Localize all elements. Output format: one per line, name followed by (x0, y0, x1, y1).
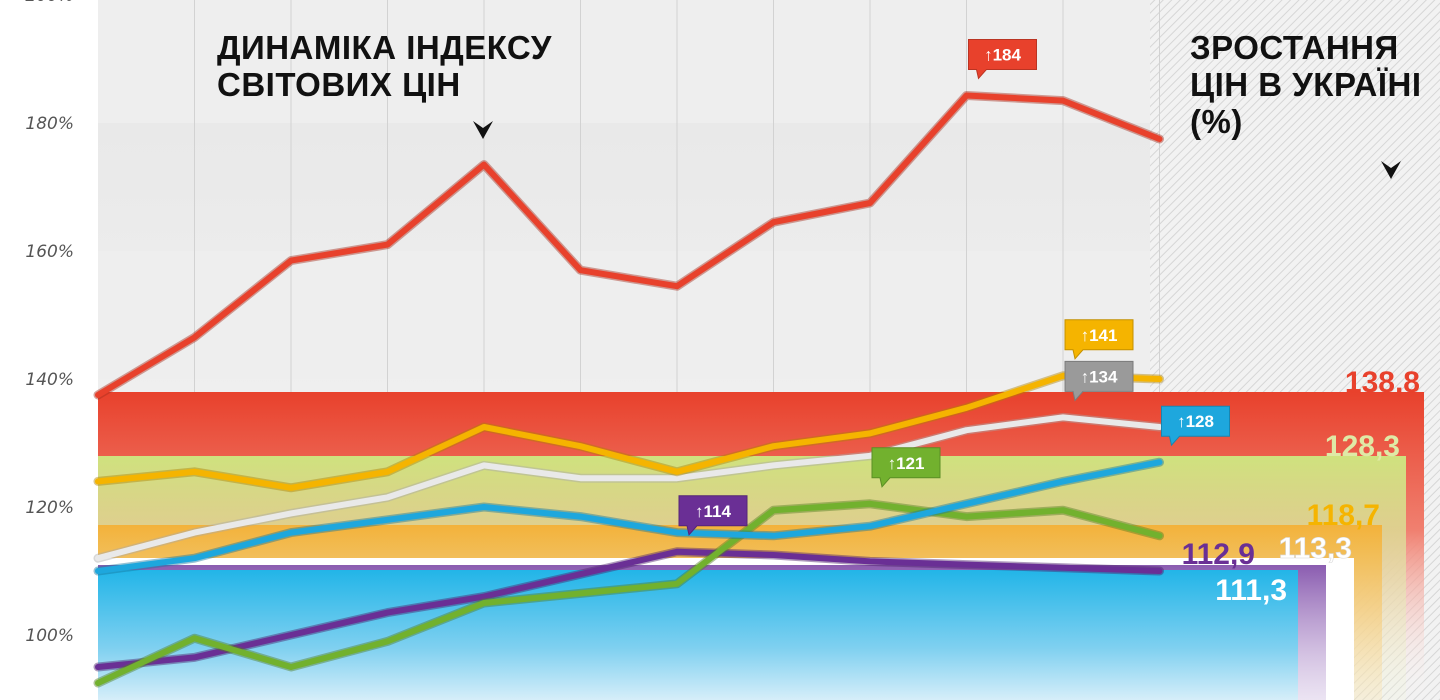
callout-label: ↑121 (888, 454, 925, 473)
grid-band (98, 251, 1150, 379)
arrow-down-icon (473, 121, 493, 139)
ukraine-title: ЗРОСТАННЯ ЦІН В УКРАЇНІ (%) (1190, 29, 1422, 140)
series-line-red (95, 92, 1163, 398)
y-tick-label: 180% (25, 114, 74, 134)
ukraine-value-label: 112,9 (1182, 538, 1255, 571)
ukraine-value-label: 138,8 (1345, 366, 1420, 399)
y-tick-label: 160% (25, 242, 74, 262)
series-line-blue (95, 459, 1163, 574)
ukraine-value-label: 113,3 (1279, 532, 1352, 565)
series-line-purple (95, 548, 1163, 670)
callout-label: ↑184 (984, 45, 1021, 64)
callout-label: ↑114 (695, 502, 731, 521)
series-line-yellow (95, 372, 1163, 491)
callout-badge: ↑114 (678, 495, 748, 536)
callout-badge: ↑128 (1161, 405, 1230, 447)
y-tick-label: 200% (25, 0, 74, 6)
callout-badge: ↑134 (1064, 360, 1134, 402)
ukraine-value-label: 118,7 (1307, 499, 1380, 532)
y-tick-label: 140% (25, 370, 74, 390)
y-tick-label: 120% (25, 498, 74, 518)
callout-badge: ↑121 (871, 447, 941, 488)
arrow-down-icon (1381, 161, 1401, 179)
series-line-white (95, 414, 1163, 562)
chart-title: ДИНАМІКА ІНДЕКСУ СВІТОВИХ ЦІН (217, 29, 552, 103)
y-tick-label: 100% (25, 626, 74, 646)
callout-badge: ↑141 (1064, 319, 1134, 360)
callout-label: ↑134 (1081, 367, 1118, 386)
ukraine-value-label: 128,3 (1325, 430, 1400, 463)
y-axis-gutter (0, 0, 98, 700)
callout-label: ↑141 (1081, 326, 1118, 345)
ukraine-value-label: 111,3 (1215, 574, 1287, 607)
callout-badge: ↑184 (968, 38, 1037, 80)
callout-label: ↑128 (1177, 412, 1214, 431)
series-line-green (95, 500, 1163, 686)
